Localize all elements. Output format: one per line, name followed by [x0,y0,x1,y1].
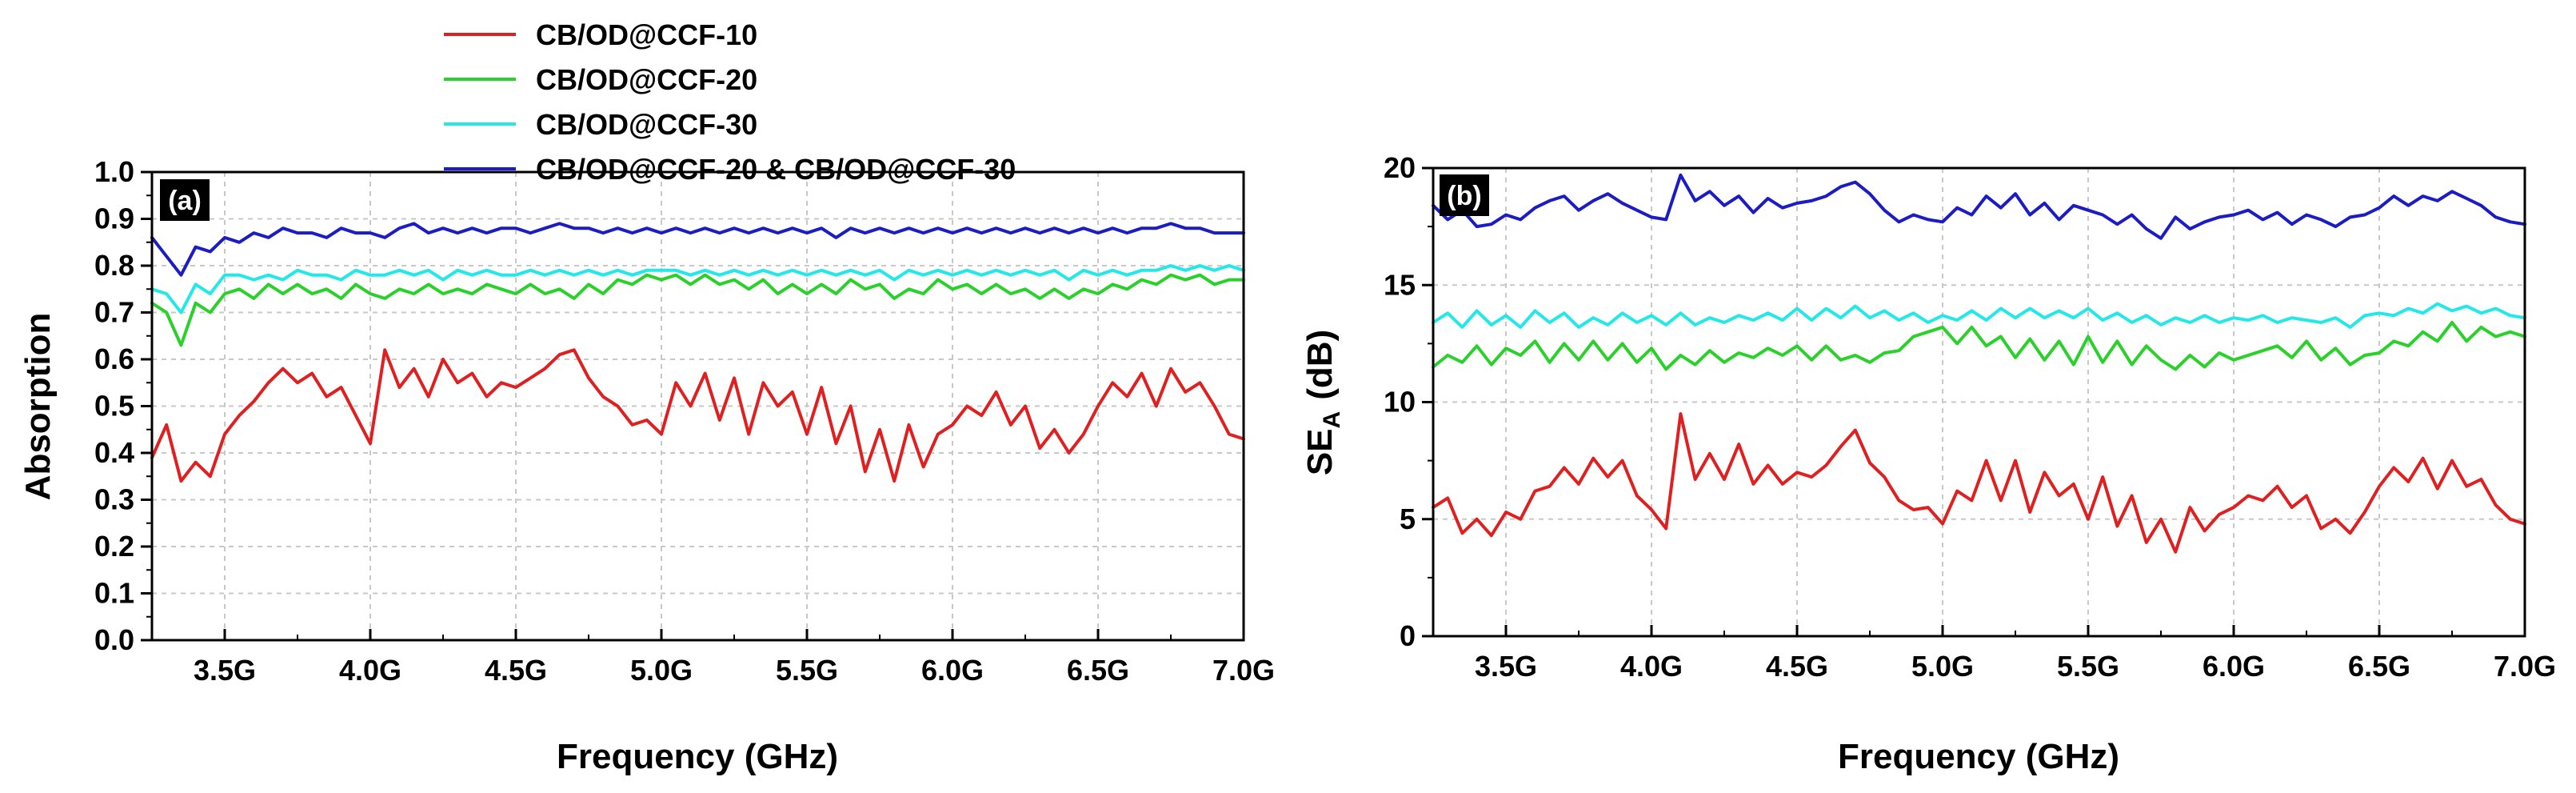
legend-label: CB/OD@CCF-20 & CB/OD@CCF-30 [536,153,1016,186]
grid-a [152,172,1244,640]
y-tick-label: 20 [1384,151,1416,184]
x-tick-label: 4.0G [339,654,401,687]
y-axis-title-b: SEA (dB) [1300,330,1345,475]
x-tick-label: 6.0G [2203,650,2265,683]
x-tick-label: 3.5G [194,654,256,687]
legend-label: CB/OD@CCF-30 [536,108,757,141]
series-line-b-0 [1432,412,2526,554]
y-tick-label: 0.1 [94,577,134,610]
x-tick-label: 5.5G [776,654,838,687]
series-line-a-2 [150,264,1245,314]
x-tick-label: 5.5G [2057,650,2119,683]
y-axis-title-b-sub: A [1319,411,1345,429]
y-axis-title-a: Absorption [18,313,58,501]
x-tick-label: 5.0G [1911,650,1974,683]
y-tick-label: 0.2 [94,530,134,563]
series-line-a-0 [150,348,1245,483]
grid-b [1433,168,2525,636]
y-tick-label: 0.9 [94,202,134,235]
x-tick-label: 6.0G [921,654,984,687]
x-axis-title-b: Frequency (GHz) [1838,737,2119,776]
y-tick-label: 0.7 [94,296,134,329]
tick-labels-a: 3.5G 4.0G 4.5G 5.0G 5.5G 6.0G 6.5G 7.0G 0.0 0.1 0.… [94,155,1275,687]
x-tick-label: 7.0G [2494,650,2556,683]
y-tick-label: 0 [1400,619,1416,652]
y-tick-label: 10 [1384,386,1416,419]
x-tick-label: 4.5G [1766,650,1828,683]
y-axis-title-b-unit: (dB) [1300,330,1340,400]
series-layer-a [150,222,1245,483]
legend-item: CB/OD@CCF-20 [444,63,757,96]
series-layer-b [1432,173,2526,554]
series-line-a-1 [150,273,1245,347]
y-tick-label: 5 [1400,503,1416,535]
series-line-b-2 [1432,302,2526,329]
x-tick-label: 7.0G [1212,654,1275,687]
x-axis-title-a: Frequency (GHz) [557,737,838,776]
chart-se-a: 3.5G 4.0G 4.5G 5.0G 5.5G 6.0G 6.5G 7.0G 0 5 10 15 20… [1300,151,2556,776]
ticks-b [1422,166,2526,638]
legend: CB/OD@CCF-10 CB/OD@CCF-20 CB/OD@CCF-30 CB/O… [444,18,1016,186]
chart-absorption: 3.5G 4.0G 4.5G 5.0G 5.5G 6.0G 6.5G 7.0G 0.0 0.1 0.… [18,155,1275,776]
y-tick-label: 0.0 [94,623,134,656]
y-axis-title-b-main: SE [1300,428,1340,475]
y-tick-label: 0.4 [94,436,134,469]
x-tick-label: 4.0G [1620,650,1683,683]
x-tick-label: 5.0G [630,654,693,687]
panel-tag-b: (b) [1440,174,1489,216]
panel-tag-b-text: (b) [1447,181,1481,211]
y-tick-label: 15 [1384,268,1416,301]
ticks-a [141,170,1245,642]
x-tick-label: 6.5G [1067,654,1129,687]
series-line-b-1 [1432,321,2526,371]
y-tick-label: 0.5 [94,390,134,423]
panel-tag-a-text: (a) [168,186,202,216]
x-tick-label: 4.5G [485,654,547,687]
legend-item: CB/OD@CCF-10 [444,18,757,51]
legend-label: CB/OD@CCF-10 [536,18,757,51]
legend-item: CB/OD@CCF-20 & CB/OD@CCF-30 [444,153,1016,186]
tick-labels-b: 3.5G 4.0G 4.5G 5.0G 5.5G 6.0G 6.5G 7.0G 0 5 10 15 20 [1384,151,2556,683]
y-tick-label: 0.8 [94,249,134,282]
panel-tag-a: (a) [160,179,210,221]
x-tick-label: 3.5G [1475,650,1537,683]
y-tick-label: 0.3 [94,483,134,516]
series-line-a-3 [150,222,1245,277]
series-line-b-3 [1432,173,2526,240]
x-tick-label: 6.5G [2348,650,2410,683]
legend-label: CB/OD@CCF-20 [536,63,757,96]
legend-item: CB/OD@CCF-30 [444,108,757,141]
y-tick-label: 0.6 [94,342,134,375]
y-tick-label: 1.0 [94,155,134,188]
